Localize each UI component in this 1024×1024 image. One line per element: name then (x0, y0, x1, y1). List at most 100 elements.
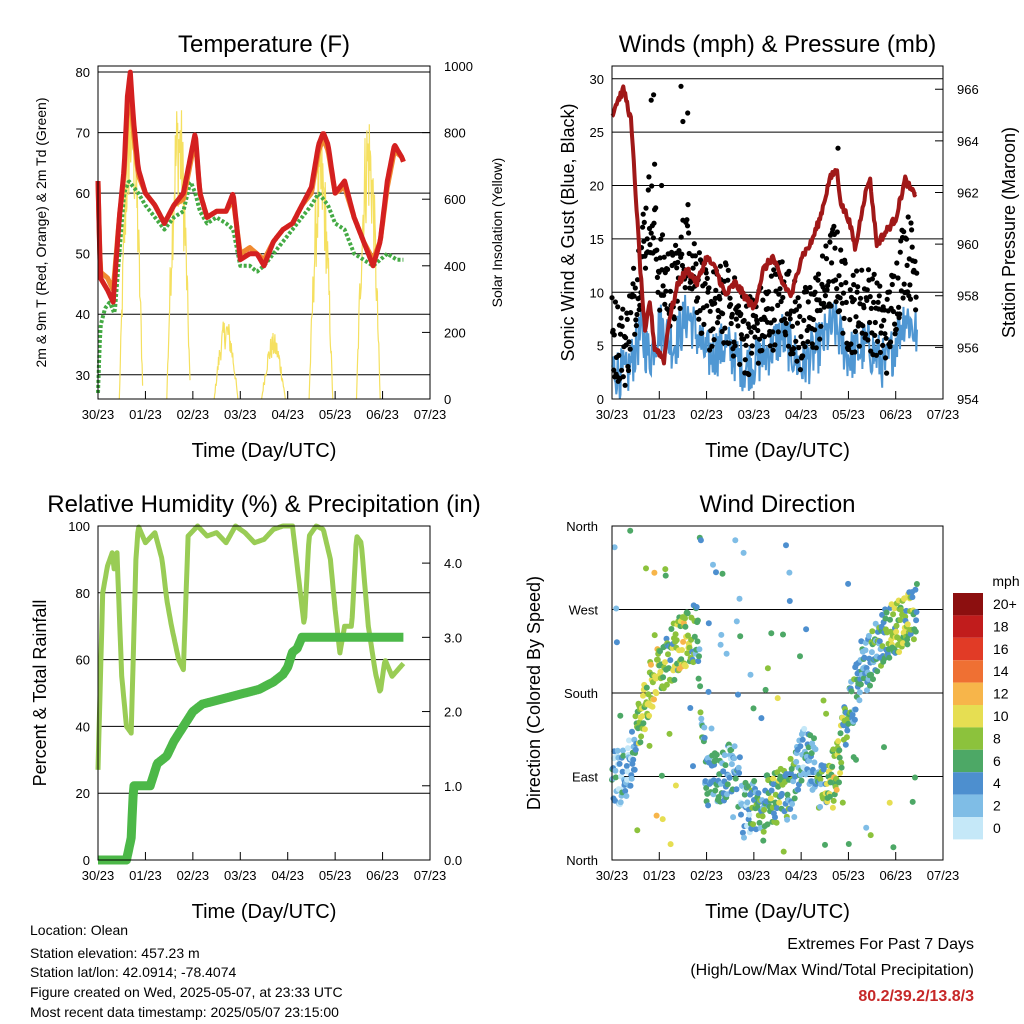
direction-point (654, 656, 661, 663)
direction-point (762, 686, 769, 693)
gust-point (744, 333, 750, 339)
direction-point (693, 604, 700, 610)
gust-point (777, 286, 783, 292)
gust-point (624, 316, 630, 322)
direction-point (780, 631, 786, 638)
direction-point (853, 756, 859, 763)
gust-point (657, 307, 663, 313)
gust-point (625, 367, 632, 374)
gust-point (753, 313, 759, 319)
gust-point (854, 289, 860, 295)
gust-point (826, 279, 832, 285)
gust-point (738, 311, 744, 317)
direction-point (627, 782, 634, 789)
y-tick-label: 40 (76, 719, 90, 734)
direction-point (712, 787, 719, 794)
direction-point (829, 804, 836, 811)
gust-point (732, 343, 738, 349)
gust-point (723, 262, 729, 268)
direction-point (705, 802, 712, 809)
direction-point (641, 726, 648, 733)
gust-point (711, 337, 717, 343)
direction-point (897, 617, 904, 623)
gust-point (772, 342, 778, 348)
direction-point (896, 649, 903, 655)
gust-point (877, 349, 884, 355)
direction-point (793, 758, 800, 765)
y-tick-label: 20 (76, 786, 90, 801)
gust-point (848, 341, 854, 347)
gust-point (838, 247, 844, 253)
gust-point (678, 83, 684, 89)
direction-point (724, 791, 730, 798)
direction-point (627, 527, 634, 534)
gust-point (660, 283, 666, 289)
direction-point (720, 768, 727, 775)
gust-point (834, 286, 840, 292)
direction-point (672, 782, 679, 789)
direction-point (663, 635, 670, 642)
gust-point (813, 345, 819, 351)
x-tick-label: 06/23 (879, 407, 912, 422)
solar-line (213, 321, 239, 400)
direction-point (624, 745, 631, 752)
direction-point (775, 783, 782, 790)
direction-point (646, 742, 653, 749)
gust-point (707, 347, 713, 353)
direction-point (839, 799, 846, 806)
direction-point (649, 703, 656, 710)
direction-point (780, 848, 787, 855)
gust-point (707, 308, 713, 314)
direction-point (761, 806, 768, 813)
direction-point (745, 816, 752, 823)
gust-point (900, 295, 906, 301)
direction-point (665, 651, 671, 658)
colorbar-swatch (953, 772, 983, 795)
x-tick-label: 03/23 (224, 868, 257, 883)
direction-point (899, 640, 906, 647)
direction-point (773, 819, 780, 826)
x-axis-label: Time (Day/UTC) (192, 440, 337, 462)
gust-point (807, 284, 813, 291)
gust-point (692, 253, 699, 259)
direction-point (620, 752, 627, 759)
direction-point (701, 724, 708, 731)
gust-point (796, 345, 802, 351)
y-tick-label: North (566, 853, 598, 868)
direction-point (696, 646, 703, 653)
x-tick-label: 07/23 (414, 868, 447, 883)
gust-point (728, 302, 734, 308)
panel-title: Wind Direction (699, 491, 855, 518)
gust-point (840, 290, 847, 296)
gust-point (913, 307, 919, 313)
gust-point (771, 267, 777, 273)
gust-point (633, 323, 640, 329)
gust-point (726, 340, 732, 346)
direction-point (640, 692, 646, 699)
gust-point (630, 281, 636, 287)
direction-point (811, 735, 817, 742)
direction-point (731, 755, 738, 762)
gust-point (904, 262, 910, 268)
gust-point (733, 316, 739, 322)
gust-point (649, 183, 655, 189)
direction-point (753, 826, 760, 833)
gust-point (891, 273, 897, 279)
x-tick-label: 30/23 (82, 407, 115, 422)
gust-point (659, 267, 665, 273)
direction-point (882, 615, 889, 622)
direction-point (705, 688, 712, 695)
gust-point (651, 220, 657, 226)
gust-point (831, 223, 837, 229)
gust-point (909, 244, 915, 250)
direction-point (912, 774, 918, 781)
x-tick-label: 03/23 (738, 868, 771, 883)
direction-point (912, 628, 919, 635)
gust-point (815, 271, 822, 277)
gust-point (641, 219, 647, 225)
direction-point (616, 760, 623, 767)
gust-point (673, 242, 679, 248)
station-location: Location: Olean (30, 922, 129, 938)
solar-line (166, 110, 191, 400)
direction-point (883, 609, 890, 616)
